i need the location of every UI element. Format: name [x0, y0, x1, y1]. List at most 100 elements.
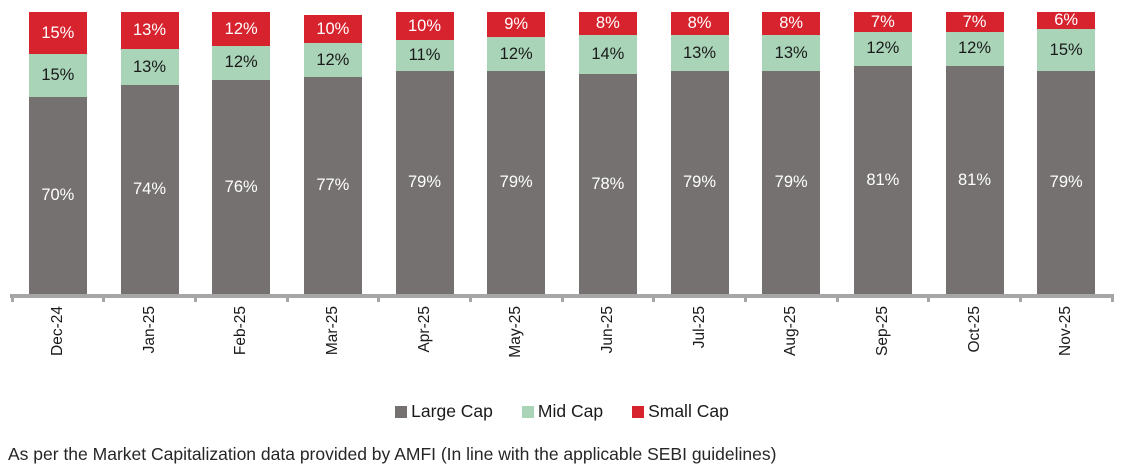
- bar-segment-label: 74%: [132, 180, 167, 199]
- bar-segment-mid-cap-oct-25: 12%: [945, 31, 1004, 66]
- bar-segment-label: 79%: [682, 173, 717, 192]
- bar-segment-small-cap-nov-25: 6%: [1037, 11, 1096, 30]
- bar-segment-label: 7%: [870, 12, 895, 31]
- bar-segment-label: 10%: [316, 19, 350, 38]
- bar-segment-label: 12%: [499, 45, 533, 64]
- x-axis-label-sep-25: Sep-25: [873, 306, 891, 356]
- bar-segment-mid-cap-aug-25: 13%: [762, 34, 821, 72]
- bar-segment-label: 79%: [1049, 173, 1083, 192]
- bar-segment-label: 79%: [407, 173, 442, 192]
- x-axis-label-jul-25: Jul-25: [690, 306, 708, 349]
- x-axis-label-mar-25: Mar-25: [323, 306, 341, 356]
- legend-swatch-large-cap-icon: [395, 405, 408, 418]
- bar-segment-label: 14%: [591, 45, 625, 64]
- bar-segment-large-cap-oct-25: 81%: [945, 65, 1004, 294]
- chart-legend: Large Cap Mid Cap Small Cap: [6, 401, 1118, 422]
- bar-segment-large-cap-dec-24: 70%: [28, 96, 87, 294]
- legend-swatch-mid-cap-icon: [521, 405, 534, 418]
- bar-segment-mid-cap-jan-25: 13%: [120, 48, 179, 86]
- bar-segment-label: 12%: [316, 50, 350, 69]
- bar-segment-small-cap-dec-24: 15%: [28, 12, 87, 55]
- legend-label: Mid Cap: [537, 401, 604, 421]
- bar-segment-label: 6%: [1054, 11, 1079, 30]
- bar-segment-label: 8%: [779, 14, 804, 33]
- x-axis-tick: [1018, 294, 1022, 302]
- x-axis-tick: [1110, 294, 1114, 302]
- x-axis-label-jun-25: Jun-25: [598, 306, 616, 354]
- bar-segment-label: 77%: [316, 176, 350, 195]
- bar-segment-large-cap-feb-25: 76%: [212, 79, 271, 294]
- bar-segment-label: 13%: [682, 43, 717, 62]
- bar-segment-label: 10%: [407, 16, 442, 35]
- bar-segment-mid-cap-apr-25: 11%: [395, 40, 454, 72]
- bar-segment-label: 12%: [957, 39, 992, 58]
- x-axis-label-jan-25: Jan-25: [140, 306, 158, 354]
- bar-segment-label: 13%: [132, 21, 167, 40]
- x-axis-tick: [468, 294, 472, 302]
- bar-segment-small-cap-mar-25: 10%: [303, 14, 362, 43]
- legend-item-mid-cap: Mid Cap: [521, 401, 604, 422]
- bar-segment-mid-cap-jun-25: 14%: [578, 34, 637, 75]
- x-axis-tick: [377, 294, 381, 302]
- legend-label: Large Cap: [411, 401, 493, 421]
- bar-segment-label: 13%: [774, 43, 808, 62]
- x-axis-tick: [560, 294, 564, 302]
- bar-segment-label: 13%: [132, 57, 167, 76]
- legend-swatch-small-cap-icon: [632, 405, 645, 418]
- bar-segment-label: 12%: [224, 53, 258, 72]
- bar-segment-small-cap-sep-25: 7%: [853, 12, 912, 32]
- bar-segment-label: 9%: [504, 15, 529, 34]
- bar-segment-large-cap-aug-25: 79%: [762, 71, 821, 294]
- bar-segment-label: 8%: [687, 14, 712, 33]
- bar-segment-small-cap-jan-25: 13%: [120, 12, 179, 49]
- bar-segment-large-cap-apr-25: 79%: [395, 71, 454, 294]
- bar-segment-label: 7%: [962, 12, 987, 31]
- x-axis-label-nov-25: Nov-25: [1057, 306, 1075, 356]
- bar-segment-small-cap-apr-25: 10%: [395, 12, 454, 41]
- bar-segment-mid-cap-sep-25: 12%: [853, 31, 912, 66]
- bar-segment-label: 81%: [957, 170, 992, 189]
- x-axis-label-apr-25: Apr-25: [415, 306, 433, 353]
- bar-segment-small-cap-oct-25: 7%: [945, 12, 1004, 32]
- x-axis-label-oct-25: Oct-25: [965, 306, 983, 353]
- bar-segment-label: 70%: [41, 186, 75, 205]
- bar-segment-mid-cap-nov-25: 15%: [1037, 28, 1096, 72]
- x-axis-tick: [193, 294, 197, 302]
- bar-segment-large-cap-jul-25: 79%: [670, 71, 729, 294]
- bar-segment-label: 11%: [408, 46, 441, 65]
- bar-segment-label: 78%: [591, 174, 625, 193]
- bar-segment-label: 15%: [41, 66, 75, 85]
- bar-segment-label: 15%: [1049, 40, 1083, 59]
- bar-segment-label: 76%: [224, 177, 258, 196]
- bar-segment-mid-cap-dec-24: 15%: [28, 54, 87, 97]
- x-axis-tick: [927, 294, 931, 302]
- chart-footnote: As per the Market Capitalization data pr…: [8, 444, 777, 464]
- legend-label: Small Cap: [648, 401, 729, 421]
- x-axis-tick: [652, 294, 656, 302]
- bar-segment-large-cap-mar-25: 77%: [303, 76, 362, 294]
- bar-segment-mid-cap-may-25: 12%: [487, 37, 546, 72]
- x-axis-tick: [10, 294, 14, 302]
- x-axis-tick: [285, 294, 289, 302]
- bar-segment-large-cap-nov-25: 79%: [1037, 71, 1096, 294]
- bar-segment-large-cap-may-25: 79%: [487, 71, 546, 294]
- bar-segment-large-cap-jun-25: 78%: [578, 74, 637, 294]
- x-axis-tick: [835, 294, 839, 302]
- x-axis-tick: [102, 294, 106, 302]
- legend-item-large-cap: Large Cap: [395, 401, 493, 422]
- bar-segment-small-cap-feb-25: 12%: [212, 12, 271, 46]
- x-axis-label-may-25: May-25: [507, 306, 525, 358]
- bar-segment-small-cap-may-25: 9%: [487, 12, 546, 38]
- bar-segment-large-cap-jan-25: 74%: [120, 85, 179, 294]
- bar-segment-mid-cap-mar-25: 12%: [303, 43, 362, 77]
- bar-segment-small-cap-jun-25: 8%: [578, 12, 637, 35]
- bar-segment-label: 12%: [866, 39, 900, 58]
- bar-segment-label: 15%: [41, 23, 75, 42]
- legend-item-small-cap: Small Cap: [632, 401, 729, 422]
- bar-segment-small-cap-aug-25: 8%: [762, 12, 821, 35]
- bar-segment-mid-cap-feb-25: 12%: [212, 45, 271, 80]
- x-axis-label-aug-25: Aug-25: [782, 306, 800, 356]
- bar-segment-small-cap-jul-25: 8%: [670, 12, 729, 35]
